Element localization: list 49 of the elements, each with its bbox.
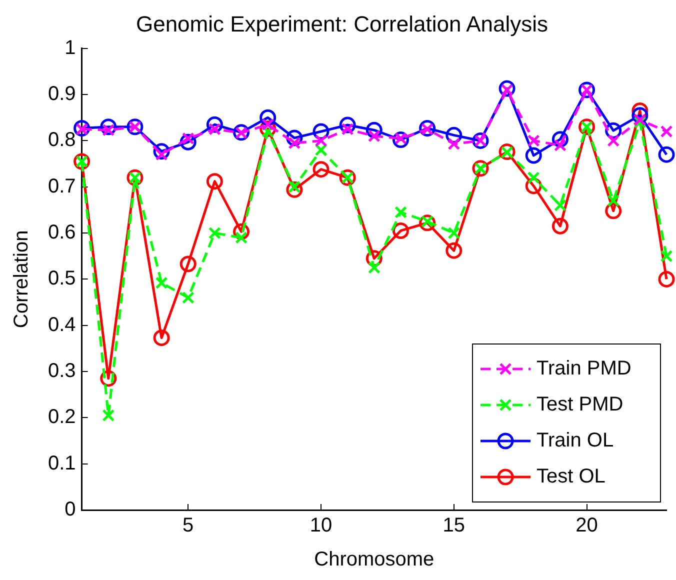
point: [153, 330, 170, 346]
point: [394, 206, 407, 218]
y-tick-label: 0: [64, 498, 76, 521]
chart-title: Genomic Experiment: Correlation Analysis: [136, 11, 548, 36]
legend-label: Test PMD: [536, 394, 624, 416]
x-tick-label: 10: [310, 514, 332, 537]
point: [660, 125, 673, 138]
y-tick-label: 0.8: [48, 129, 76, 152]
point: [312, 161, 330, 178]
x-tick-label: 5: [182, 514, 194, 537]
legend-label: Train PMD: [536, 358, 632, 380]
point: [155, 276, 168, 290]
point: [658, 146, 675, 163]
x-tick-label: 15: [442, 514, 466, 537]
point: [446, 242, 462, 259]
x-tick-label: 20: [576, 514, 598, 537]
y-tick-label: 0.1: [48, 452, 76, 474]
point: [607, 134, 620, 147]
point: [206, 173, 223, 190]
point: [660, 250, 673, 262]
legend-label: Test OL: [536, 466, 606, 488]
y-tick-label: 1: [64, 36, 76, 59]
y-axis-title: Correlation: [10, 230, 33, 328]
point: [102, 409, 115, 422]
point: [448, 226, 460, 240]
point: [314, 134, 328, 147]
y-tick-label: 0.5: [48, 268, 76, 290]
point: [448, 138, 460, 150]
point: [260, 109, 276, 126]
y-tick-label: 0.9: [48, 83, 76, 106]
point: [607, 194, 620, 207]
y-tick-label: 0.4: [48, 314, 76, 336]
point: [527, 134, 540, 147]
y-tick-label: 0.3: [48, 360, 76, 382]
point: [554, 199, 566, 212]
point: [392, 222, 409, 239]
point: [180, 256, 196, 272]
y-tick-label: 0.7: [48, 175, 76, 198]
point: [182, 291, 194, 304]
point: [527, 171, 540, 184]
point: [552, 218, 568, 234]
y-tick-label: 0.2: [48, 406, 76, 428]
point: [208, 226, 221, 240]
point: [525, 147, 542, 164]
legend-label: Train OL: [536, 430, 614, 452]
y-tick-label: 0.6: [48, 222, 76, 244]
point: [368, 261, 380, 274]
x-axis-title: Chromosome: [314, 548, 434, 571]
point: [658, 270, 675, 288]
